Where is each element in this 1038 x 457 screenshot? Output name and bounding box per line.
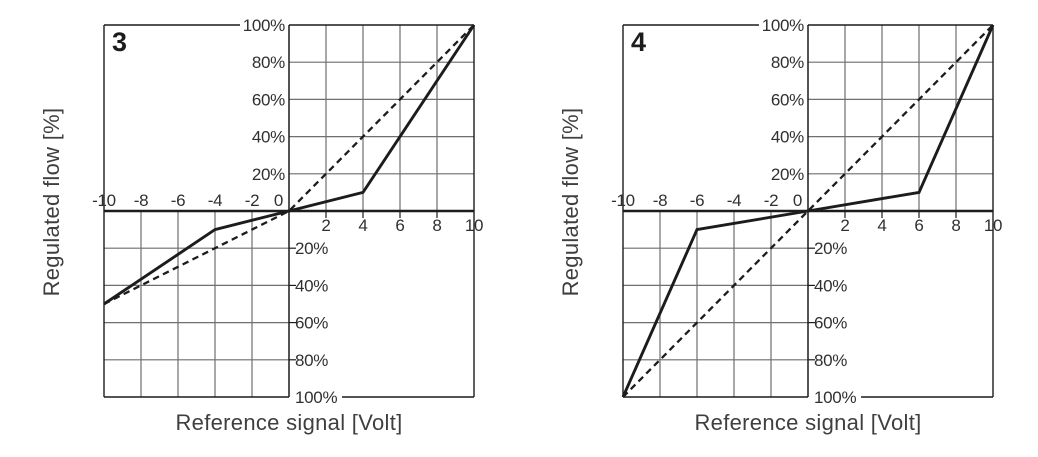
x-tick-label: 2: [840, 216, 849, 235]
y-tick-label: 20%: [295, 239, 328, 258]
panel-number-label: 3: [112, 27, 128, 57]
y-tick-label: 100%: [814, 388, 856, 407]
x-tick-label: 8: [432, 216, 441, 235]
x-tick-label: 0: [274, 191, 283, 210]
y-tick-label: 100%: [243, 16, 285, 35]
chart-panel-3: -10 -8 -6 -4 -2 0 2 4 6 8 10 100% 80% 60% 40% 20% 20% 40%…: [39, 16, 483, 435]
y-tick-label: 80%: [295, 351, 328, 370]
y-tick-label: 60%: [252, 90, 285, 109]
x-tick-label: -2: [245, 191, 260, 210]
x-tick-label: -10: [92, 191, 116, 210]
y-tick-label: 40%: [295, 276, 328, 295]
y-tick-label: 40%: [814, 276, 847, 295]
x-tick-label: 6: [914, 216, 923, 235]
y-axis-title: Regulated flow [%]: [39, 107, 64, 297]
y-tick-label: 60%: [295, 314, 328, 333]
chart-4-plot-area: -10 -8 -6 -4 -2 0 2 4 6 8 10 100% 80% 60% 40% 20% 20% 40%…: [611, 16, 1002, 407]
x-axis-title: Reference signal [Volt]: [175, 410, 403, 435]
y-tick-label: 100%: [295, 388, 337, 407]
y-tick-label: 60%: [771, 90, 804, 109]
x-tick-label: 6: [395, 216, 404, 235]
series-solid-characteristic: [103, 24, 476, 306]
series-solid-characteristic: [621, 24, 995, 398]
y-axis-title: Regulated flow [%]: [558, 107, 583, 297]
x-tick-label: 2: [321, 216, 330, 235]
x-tick-label: 4: [358, 216, 367, 235]
x-tick-label: 4: [877, 216, 886, 235]
x-tick-label: -4: [727, 191, 742, 210]
panel-number-label: 4: [631, 27, 647, 57]
x-axis-title: Reference signal [Volt]: [694, 410, 922, 435]
x-tick-label: 10: [984, 216, 1002, 235]
x-tick-label: -4: [208, 191, 223, 210]
chart-3-plot-area: -10 -8 -6 -4 -2 0 2 4 6 8 10 100% 80% 60% 40% 20% 20% 40%…: [92, 16, 483, 407]
y-tick-label: 100%: [762, 16, 804, 35]
x-tick-label: 10: [465, 216, 483, 235]
chart-panel-4: -10 -8 -6 -4 -2 0 2 4 6 8 10 100% 80% 60% 40% 20% 20% 40%…: [519, 0, 1038, 457]
x-tick-label: 0: [793, 191, 802, 210]
y-tick-label: 20%: [252, 165, 285, 184]
x-tick-label: -6: [690, 191, 705, 210]
y-tick-label: 40%: [252, 128, 285, 147]
y-tick-label: 80%: [814, 351, 847, 370]
series-dashed-linear-reference: [103, 24, 475, 306]
y-tick-label: 80%: [771, 53, 804, 72]
y-tick-label: 40%: [771, 128, 804, 147]
x-tick-label: -8: [653, 191, 668, 210]
y-tick-label: 20%: [771, 165, 804, 184]
x-tick-label: 8: [951, 216, 960, 235]
x-tick-label: -6: [171, 191, 186, 210]
x-tick-label: -10: [611, 191, 635, 210]
y-tick-label: 20%: [814, 239, 847, 258]
y-tick-label: 80%: [252, 53, 285, 72]
x-tick-label: -8: [134, 191, 149, 210]
x-tick-label: -2: [764, 191, 779, 210]
y-tick-label: 60%: [814, 314, 847, 333]
